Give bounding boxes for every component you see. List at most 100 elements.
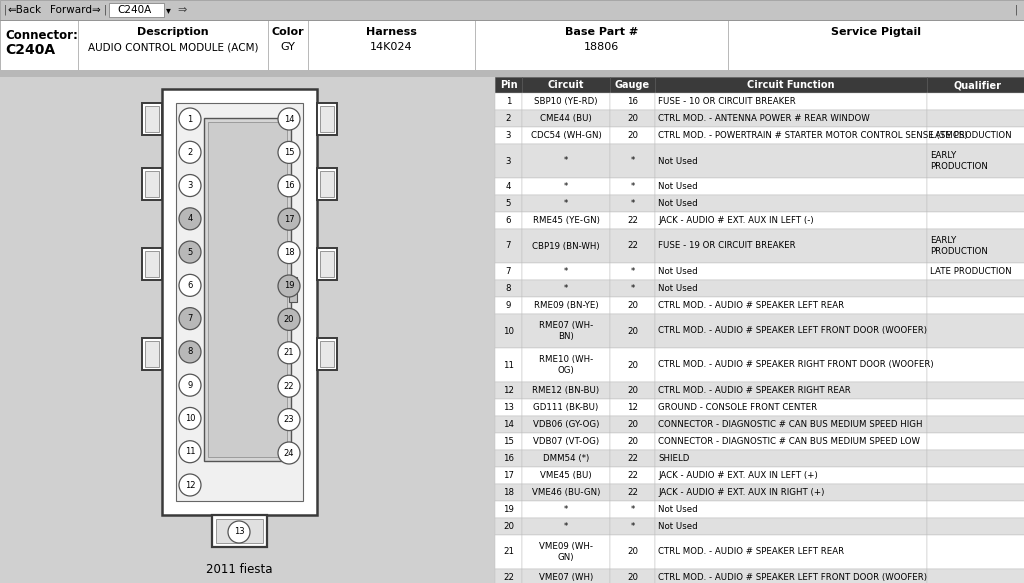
Bar xyxy=(475,20,728,70)
Text: Circuit: Circuit xyxy=(548,80,585,90)
Bar xyxy=(927,348,1024,382)
Bar xyxy=(655,348,927,382)
Text: *: * xyxy=(564,267,568,276)
Circle shape xyxy=(278,442,300,464)
Text: 18806: 18806 xyxy=(584,42,620,52)
Bar xyxy=(522,535,610,569)
Bar xyxy=(927,433,1024,450)
Text: 22: 22 xyxy=(284,382,294,391)
Circle shape xyxy=(278,108,300,130)
Bar xyxy=(522,433,610,450)
Bar xyxy=(308,20,475,70)
Text: C240A: C240A xyxy=(118,5,153,15)
Bar xyxy=(212,515,267,547)
Bar xyxy=(495,569,522,583)
Text: VME46 (BU-GN): VME46 (BU-GN) xyxy=(531,488,600,497)
Bar xyxy=(145,106,159,132)
Bar xyxy=(655,77,927,93)
Bar xyxy=(927,450,1024,467)
Bar xyxy=(0,0,1024,20)
Bar xyxy=(495,314,522,348)
Text: JACK - AUDIO # EXT. AUX IN RIGHT (+): JACK - AUDIO # EXT. AUX IN RIGHT (+) xyxy=(658,488,824,497)
Bar xyxy=(610,229,655,263)
Bar xyxy=(655,450,927,467)
Bar xyxy=(927,195,1024,212)
Text: 8: 8 xyxy=(506,284,511,293)
Text: CTRL MOD. - AUDIO # SPEAKER RIGHT FRONT DOOR (WOOFER): CTRL MOD. - AUDIO # SPEAKER RIGHT FRONT … xyxy=(658,360,934,370)
Bar xyxy=(495,280,522,297)
Bar xyxy=(495,416,522,433)
Text: 7: 7 xyxy=(506,241,511,251)
Bar xyxy=(495,144,522,178)
Circle shape xyxy=(179,374,201,396)
Bar xyxy=(522,348,610,382)
Circle shape xyxy=(278,275,300,297)
Bar xyxy=(655,314,927,348)
Text: LATE PRODUCTION: LATE PRODUCTION xyxy=(930,131,1012,140)
Text: Service Pigtail: Service Pigtail xyxy=(831,27,921,37)
Bar xyxy=(655,178,927,195)
Text: 4: 4 xyxy=(506,182,511,191)
Text: *: * xyxy=(631,267,635,276)
Text: LATE PRODUCTION: LATE PRODUCTION xyxy=(930,267,1012,276)
Text: *: * xyxy=(564,522,568,531)
Text: 1: 1 xyxy=(187,114,193,124)
Text: 5: 5 xyxy=(506,199,511,208)
Bar xyxy=(317,103,337,135)
Bar xyxy=(610,195,655,212)
Circle shape xyxy=(179,474,201,496)
Text: DMM54 (*): DMM54 (*) xyxy=(543,454,589,463)
Text: Not Used: Not Used xyxy=(658,199,697,208)
Bar xyxy=(610,450,655,467)
Bar xyxy=(927,314,1024,348)
Bar xyxy=(522,399,610,416)
Text: 21: 21 xyxy=(284,348,294,357)
Bar xyxy=(495,501,522,518)
Bar xyxy=(0,20,78,70)
Bar xyxy=(610,144,655,178)
Text: Gauge: Gauge xyxy=(615,80,650,90)
Bar xyxy=(927,569,1024,583)
Text: 17: 17 xyxy=(503,471,514,480)
Text: *: * xyxy=(564,199,568,208)
Bar xyxy=(610,416,655,433)
Bar xyxy=(495,467,522,484)
Bar xyxy=(522,263,610,280)
Text: 9: 9 xyxy=(187,381,193,389)
Bar xyxy=(317,248,337,280)
Bar xyxy=(317,168,337,200)
Circle shape xyxy=(179,108,201,130)
Bar xyxy=(610,484,655,501)
Bar xyxy=(495,433,522,450)
Bar xyxy=(522,450,610,467)
Text: 20: 20 xyxy=(627,573,638,582)
Circle shape xyxy=(278,342,300,364)
Bar xyxy=(522,127,610,144)
Bar xyxy=(109,3,164,17)
Text: |: | xyxy=(1015,5,1018,15)
Bar xyxy=(495,212,522,229)
Bar xyxy=(610,467,655,484)
Bar xyxy=(655,382,927,399)
Circle shape xyxy=(179,275,201,296)
Text: 6: 6 xyxy=(506,216,511,225)
Bar xyxy=(655,535,927,569)
Text: ⇒: ⇒ xyxy=(177,5,186,15)
Text: Pin: Pin xyxy=(500,80,517,90)
Text: *: * xyxy=(631,522,635,531)
Circle shape xyxy=(278,375,300,397)
Text: AUDIO CONTROL MODULE (ACM): AUDIO CONTROL MODULE (ACM) xyxy=(88,42,258,52)
Text: 15: 15 xyxy=(503,437,514,446)
Text: 17: 17 xyxy=(284,215,294,224)
Circle shape xyxy=(179,174,201,196)
Bar xyxy=(655,144,927,178)
Bar xyxy=(610,501,655,518)
Text: |: | xyxy=(4,5,7,15)
Bar xyxy=(495,77,522,93)
Text: CTRL MOD. - AUDIO # SPEAKER LEFT REAR: CTRL MOD. - AUDIO # SPEAKER LEFT REAR xyxy=(658,301,844,310)
Text: *: * xyxy=(564,156,568,166)
Circle shape xyxy=(179,141,201,163)
Text: 16: 16 xyxy=(503,454,514,463)
Bar xyxy=(610,382,655,399)
Text: Not Used: Not Used xyxy=(658,505,697,514)
